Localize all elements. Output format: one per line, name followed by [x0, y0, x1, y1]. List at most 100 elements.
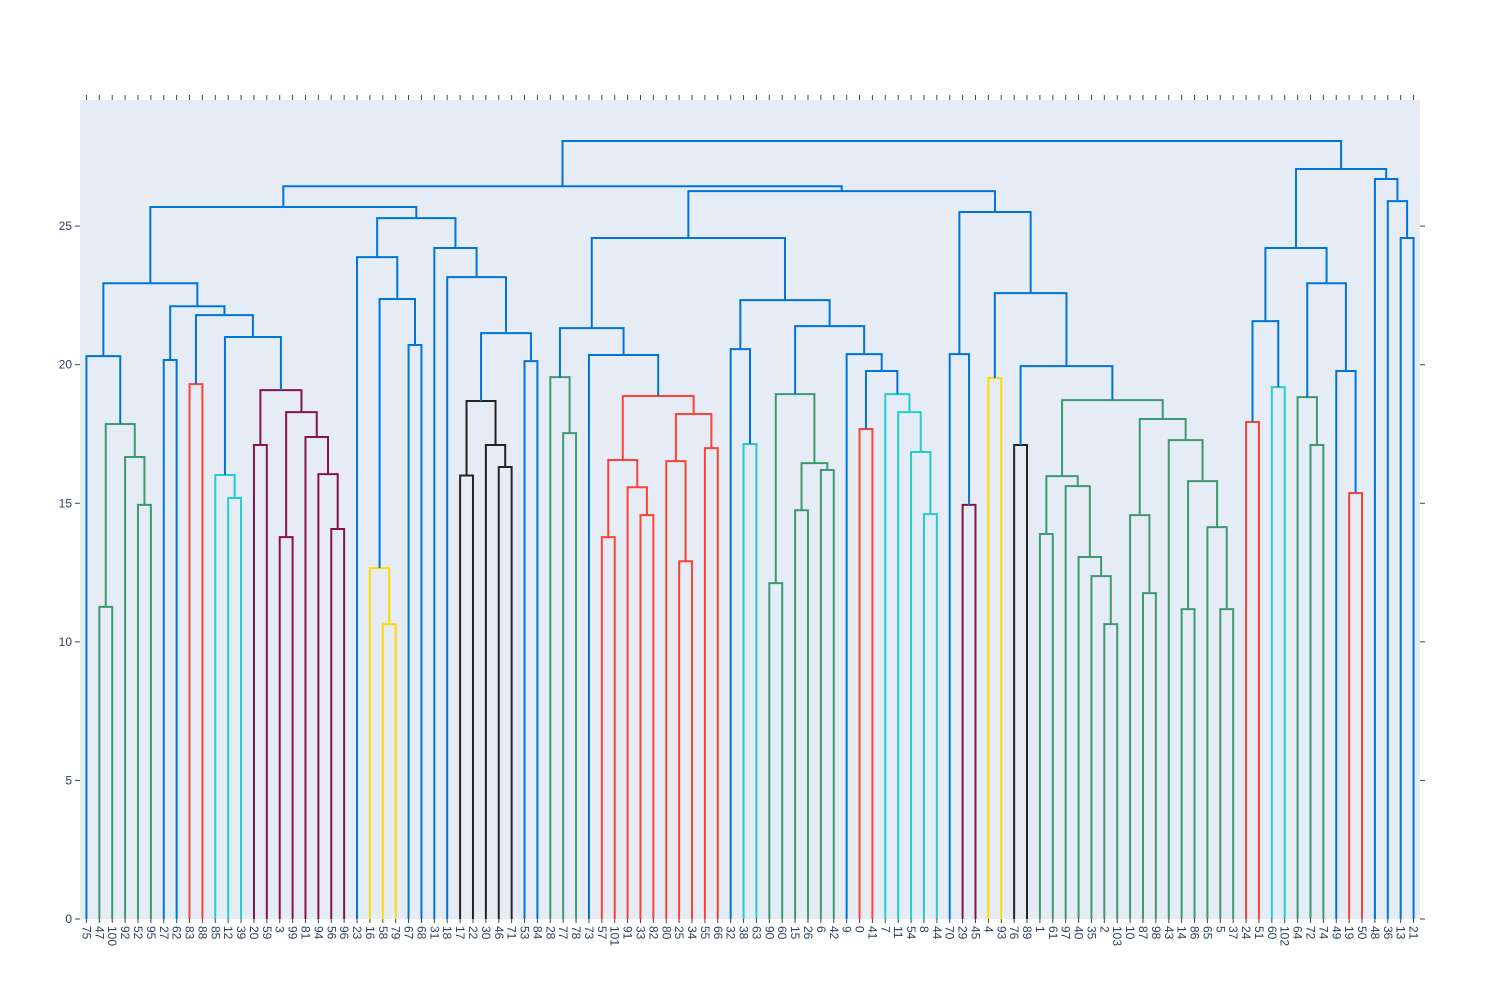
leaf-label: 32	[724, 926, 738, 940]
leaf-label: 15	[788, 926, 802, 940]
link	[1373, 177, 1399, 919]
leaf-label: 25	[672, 926, 686, 940]
leaf-label: 68	[414, 926, 428, 940]
link	[162, 358, 178, 919]
link	[884, 393, 911, 919]
leaf-label: 46	[492, 926, 506, 940]
leaf-label: 88	[195, 926, 209, 940]
leaf-label: 73	[582, 926, 596, 940]
leaf-label: 14	[1175, 926, 1189, 940]
leaf-label: 31	[427, 926, 441, 940]
link	[1296, 396, 1318, 919]
leaf-label: 20	[247, 926, 261, 940]
link	[687, 190, 997, 239]
leaf-label: 30	[479, 926, 493, 940]
link	[330, 528, 346, 919]
link	[739, 299, 831, 350]
leaf-label: 2	[1097, 926, 1111, 933]
leaf-label: 12	[221, 926, 235, 940]
leaf-label: 29	[956, 926, 970, 940]
link	[910, 450, 932, 919]
y-tick-label: 15	[59, 496, 73, 510]
leaf-label: 34	[685, 926, 699, 940]
leaf-label: 38	[737, 926, 751, 940]
leaf-label: 41	[865, 926, 879, 940]
leaf-label: 76	[1007, 926, 1021, 940]
link	[639, 514, 655, 919]
leaf-label: 67	[402, 926, 416, 940]
link	[561, 140, 1343, 187]
link	[149, 205, 418, 284]
leaf-label: 6	[814, 926, 828, 933]
y-tick-label: 5	[65, 773, 72, 787]
link	[1251, 320, 1280, 423]
leaf-label: 35	[1084, 926, 1098, 940]
link	[587, 353, 660, 919]
link	[794, 509, 809, 919]
link	[465, 399, 497, 476]
leaf-label: 4	[981, 926, 995, 933]
link	[282, 185, 843, 207]
leaf-label: 77	[556, 926, 570, 940]
leaf-label: 91	[621, 926, 635, 940]
leaf-label: 61	[1046, 926, 1060, 940]
leaf-label: 43	[1162, 926, 1176, 940]
link	[958, 210, 1032, 355]
leaf-label: 102	[1278, 926, 1292, 946]
link	[484, 444, 507, 919]
link	[1335, 370, 1357, 919]
link	[98, 605, 114, 919]
leaf-label: 1	[1033, 926, 1047, 933]
leaf-label: 45	[968, 926, 982, 940]
y-tick-label: 20	[59, 358, 73, 372]
leaf-label: 16	[363, 926, 377, 940]
link	[774, 393, 816, 584]
leaf-label: 0	[853, 926, 867, 933]
leaf-label: 54	[904, 926, 918, 940]
leaf-label: 42	[827, 926, 841, 940]
leaf-label: 7	[878, 926, 892, 933]
leaf-label: 78	[569, 926, 583, 940]
link	[1309, 444, 1325, 919]
link	[678, 560, 694, 919]
link	[703, 447, 719, 919]
link	[223, 335, 282, 475]
plot-area	[80, 100, 1420, 919]
link	[104, 422, 136, 607]
link	[259, 389, 303, 446]
leaf-label: 66	[711, 926, 725, 940]
leaf-label: 98	[1149, 926, 1163, 940]
link	[864, 370, 899, 429]
link	[987, 376, 1003, 919]
leaf-label: 22	[466, 926, 480, 940]
leaf-label: 55	[698, 926, 712, 940]
link	[1103, 623, 1119, 919]
leaf-label: 71	[505, 926, 519, 940]
leaf-label: 94	[311, 926, 325, 940]
link	[961, 503, 977, 919]
leaf-label: 23	[350, 926, 364, 940]
leaf-label: 33	[633, 926, 647, 940]
leaf-label: 3	[273, 926, 287, 933]
leaf-label: 60	[1265, 926, 1279, 940]
leaf-label: 11	[891, 926, 905, 939]
leaf-label: 40	[1072, 926, 1086, 940]
link	[124, 455, 146, 919]
link	[1141, 592, 1157, 919]
leaf-label: 9	[840, 926, 854, 933]
leaf-label: 24	[1239, 926, 1253, 940]
leaf-label: 51	[1252, 926, 1266, 940]
y-tick-label: 25	[59, 219, 73, 233]
leaf-label: 84	[530, 926, 544, 940]
link	[626, 486, 648, 919]
leaf-label: 64	[1291, 926, 1305, 940]
leaf-label: 95	[144, 926, 158, 940]
leaf-label: 97	[1059, 926, 1073, 940]
leaf-label: 53	[518, 926, 532, 940]
leaf-label: 17	[453, 926, 467, 940]
leaf-label: 74	[1316, 926, 1330, 940]
link	[858, 427, 874, 919]
leaf-label: 5	[1213, 926, 1227, 933]
